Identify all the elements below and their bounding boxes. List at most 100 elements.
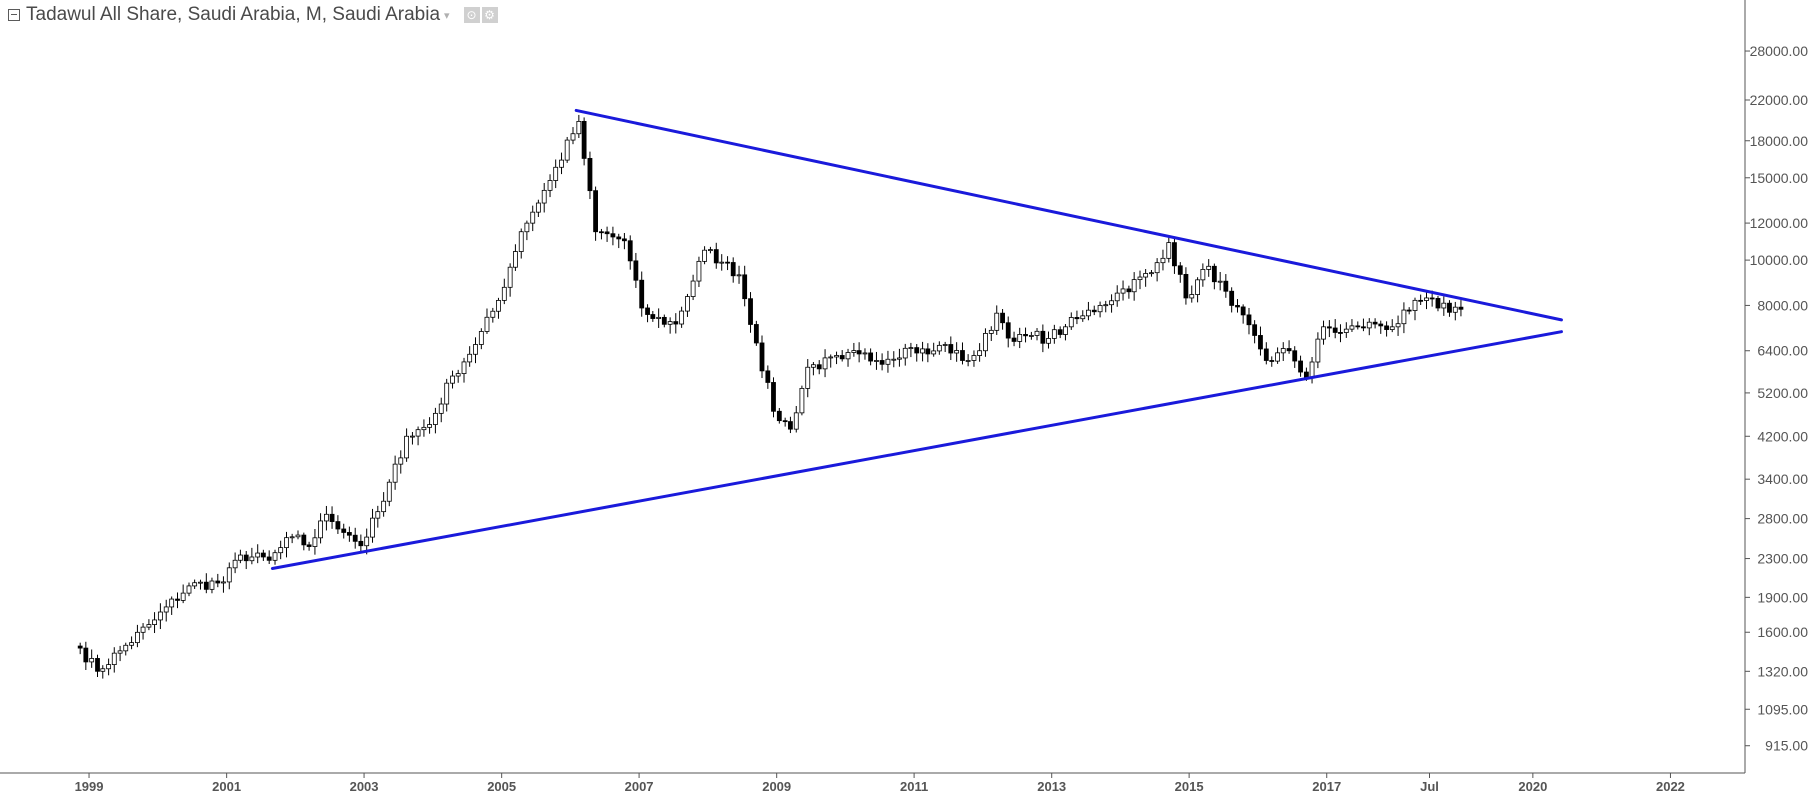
candle-body	[581, 120, 587, 159]
candle-body	[834, 355, 839, 358]
candle-body	[237, 554, 243, 561]
candle-body	[541, 189, 547, 204]
candle-body	[587, 158, 593, 192]
candle	[1435, 295, 1441, 312]
candle	[1326, 320, 1332, 338]
time-tick-label: 2013	[1037, 779, 1066, 794]
hide-icon[interactable]: ⊙	[463, 7, 480, 23]
candle-body	[897, 357, 902, 360]
upper-trendline[interactable]	[574, 108, 1563, 322]
candle-body	[1109, 300, 1114, 306]
candle	[719, 254, 725, 271]
lower-trendline[interactable]	[270, 330, 1563, 571]
candle-body	[444, 382, 450, 405]
time-axis[interactable]: 1999 2001 2003 2005 2007 2009 2011 2013 2015 2017…	[75, 773, 1685, 794]
candle	[530, 205, 536, 232]
candle	[381, 492, 387, 517]
candle	[604, 226, 610, 242]
candle	[427, 417, 432, 434]
candle-body	[621, 238, 627, 242]
price-tick-label: 6400.00	[1757, 343, 1808, 359]
candle-body	[249, 556, 255, 562]
candle	[1166, 236, 1172, 263]
candle-body	[696, 260, 702, 282]
candle-body	[1240, 306, 1246, 316]
candle	[329, 506, 335, 529]
candle	[404, 428, 410, 462]
candle	[77, 642, 83, 655]
candle-body	[593, 190, 599, 233]
candle	[490, 307, 496, 323]
candle-body	[410, 435, 415, 438]
candle	[696, 256, 702, 287]
candle	[908, 342, 914, 358]
candle-body	[610, 233, 616, 238]
candle	[237, 549, 243, 564]
candle-body	[221, 581, 226, 584]
candle-body	[209, 580, 215, 590]
candle-body	[839, 355, 845, 360]
candle	[576, 114, 582, 138]
candle-body	[810, 364, 816, 368]
candle	[879, 353, 885, 371]
price-axis[interactable]: 28000.00 22000.00 18000.00 15000.00 12000.00…	[1745, 43, 1808, 754]
candle	[639, 271, 645, 317]
candle	[1321, 320, 1326, 345]
candle-body	[988, 329, 994, 334]
candle	[616, 233, 622, 249]
candle	[392, 455, 398, 490]
candle-body	[117, 650, 123, 654]
candle-body	[535, 202, 541, 213]
candle	[1154, 258, 1160, 282]
candle-body	[1418, 299, 1424, 302]
candle	[341, 523, 347, 539]
candle-body	[473, 344, 478, 355]
candle	[839, 350, 845, 362]
candle	[260, 549, 266, 561]
candle	[535, 199, 541, 218]
candle	[1131, 272, 1137, 301]
time-tick-label: 2001	[212, 779, 241, 794]
settings-icon[interactable]: ⚙	[481, 7, 498, 23]
candle-body	[1424, 297, 1429, 301]
candle-body	[1286, 348, 1292, 352]
candle	[954, 342, 960, 362]
candle	[1097, 301, 1103, 318]
price-tick-label: 12000.00	[1750, 215, 1809, 231]
collapse-icon[interactable]	[8, 9, 20, 21]
candle-body	[1177, 265, 1183, 275]
candle-body	[1200, 269, 1206, 281]
candle-body	[438, 403, 444, 414]
candle-body	[914, 347, 920, 354]
candle	[146, 619, 152, 631]
candle	[685, 293, 690, 317]
candle	[518, 228, 524, 259]
candle	[874, 351, 879, 370]
candle	[1211, 263, 1217, 290]
candle	[885, 350, 891, 373]
candle-body	[1401, 309, 1407, 325]
candle	[1223, 274, 1229, 298]
time-tick-label: 2015	[1175, 779, 1204, 794]
candle	[1103, 300, 1109, 313]
candle-body	[111, 652, 117, 666]
candle-body	[518, 231, 524, 252]
candle-body	[1023, 334, 1028, 337]
candle-body	[656, 316, 662, 319]
price-tick-label: 10000.00	[1750, 252, 1809, 268]
candle	[1023, 327, 1028, 343]
candle-body	[1086, 309, 1091, 317]
candle-body	[799, 388, 805, 414]
candle-body	[753, 324, 759, 344]
candle-body	[994, 312, 1000, 331]
candle	[95, 654, 100, 678]
candle	[725, 256, 730, 271]
candle-body	[392, 463, 398, 483]
candle	[89, 649, 95, 668]
chevron-down-icon[interactable]: ▾	[444, 9, 450, 22]
candle	[140, 623, 146, 640]
candle	[484, 308, 490, 334]
candle-body	[129, 642, 134, 646]
candle-body	[1040, 330, 1046, 344]
